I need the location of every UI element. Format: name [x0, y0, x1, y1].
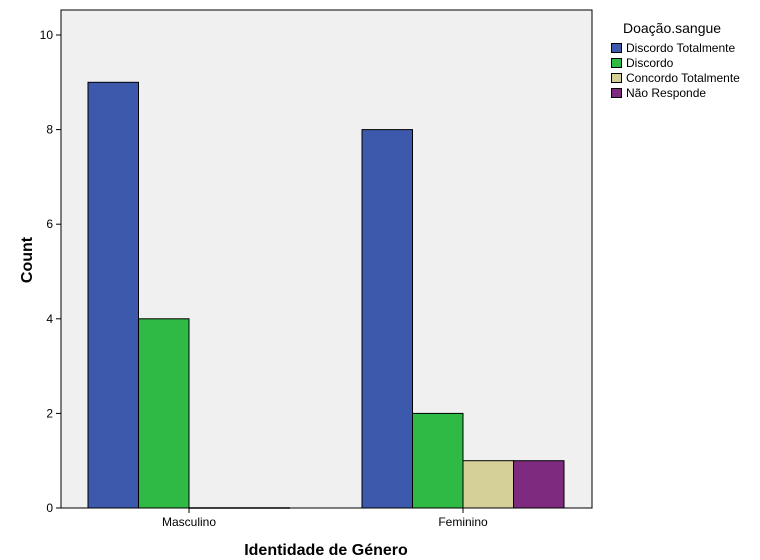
- bar-masculino-series-0: [87, 81, 139, 509]
- x-tick-label-1: Feminino: [438, 515, 488, 529]
- x-tick-label-0: Masculino: [162, 515, 216, 529]
- legend-item-1: Discordo: [611, 55, 740, 70]
- y-tick-label-5: 10: [40, 28, 54, 42]
- legend-label-2: Concordo Totalmente: [626, 70, 740, 85]
- bar-masculino-series-1: [138, 318, 190, 509]
- bar-feminino-series-0: [361, 129, 413, 509]
- y-axis-title: Count: [19, 236, 36, 283]
- legend-label-0: Discordo Totalmente: [626, 40, 736, 55]
- y-axis: 0 2 4 6 8 10: [40, 28, 61, 515]
- bars: [87, 81, 565, 509]
- legend-swatch-1: [611, 57, 622, 68]
- y-tick-label-3: 6: [46, 217, 53, 231]
- y-tick-label-4: 8: [46, 123, 53, 137]
- legend-item-2: Concordo Totalmente: [611, 70, 740, 85]
- legend-item-3: Não Responde: [611, 85, 740, 100]
- legend-swatch-2: [611, 72, 622, 83]
- x-axis-title: Identidade de Género: [244, 542, 408, 559]
- bar-feminino-series-3: [513, 460, 565, 509]
- legend-items: Discordo Totalmente Discordo Concordo Tota…: [611, 40, 740, 100]
- legend-swatch-3: [611, 87, 622, 98]
- x-axis: Masculino Feminino: [162, 508, 488, 529]
- legend-label-1: Discordo: [626, 55, 674, 70]
- legend-title: Doação.sangue: [623, 20, 722, 36]
- bar-feminino-series-1: [412, 412, 464, 509]
- legend-swatch-0: [611, 42, 622, 53]
- bar-feminino-series-2: [462, 460, 514, 509]
- legend-label-3: Não Responde: [626, 85, 707, 100]
- y-tick-label-2: 4: [46, 312, 53, 326]
- legend-item-0: Discordo Totalmente: [611, 40, 740, 55]
- y-tick-label-0: 0: [46, 501, 53, 515]
- y-tick-label-1: 2: [46, 406, 53, 420]
- legend: Doação.sangue Discordo Totalmente Discord…: [611, 20, 740, 100]
